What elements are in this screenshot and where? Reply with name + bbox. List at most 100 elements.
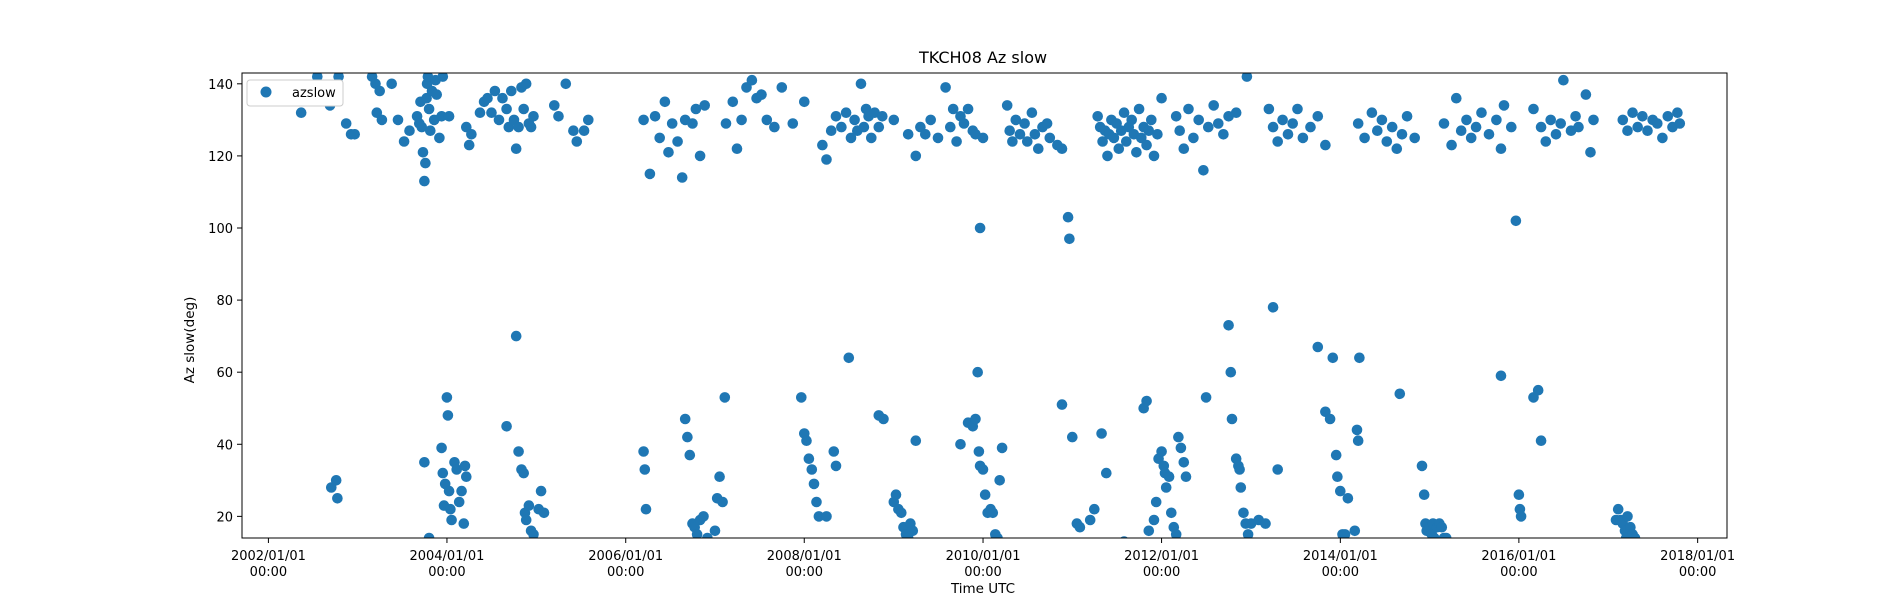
x-tick-label-time: 00:00 xyxy=(607,565,644,580)
data-point xyxy=(1096,428,1107,439)
data-point xyxy=(813,511,825,522)
data-point xyxy=(1440,532,1452,538)
data-point xyxy=(687,118,698,129)
data-point xyxy=(1203,121,1214,133)
data-point xyxy=(497,92,508,104)
data-point xyxy=(1143,525,1155,537)
data-point xyxy=(445,503,456,515)
data-point xyxy=(1391,143,1403,154)
data-point xyxy=(756,89,767,100)
data-point xyxy=(1014,129,1026,140)
data-point xyxy=(1156,446,1167,457)
y-tick-label: 100 xyxy=(208,222,233,237)
data-point xyxy=(535,485,547,497)
data-point xyxy=(1535,435,1547,447)
data-point xyxy=(699,100,710,111)
data-point xyxy=(1108,132,1120,144)
data-point xyxy=(528,111,539,122)
data-point xyxy=(1376,114,1388,126)
data-point xyxy=(486,107,497,118)
data-point xyxy=(437,73,449,82)
data-point xyxy=(1349,525,1361,537)
data-point xyxy=(845,132,857,144)
data-point xyxy=(506,85,517,97)
data-point xyxy=(1242,529,1254,538)
data-point xyxy=(520,78,532,90)
data-point xyxy=(1327,352,1339,364)
axes xyxy=(241,72,1728,539)
data-point xyxy=(821,154,832,165)
data-point xyxy=(1193,114,1204,126)
data-point xyxy=(1121,136,1132,147)
data-point xyxy=(340,118,352,129)
data-point xyxy=(459,460,471,472)
data-point xyxy=(1381,136,1393,147)
data-point xyxy=(330,475,342,486)
data-point xyxy=(799,96,810,108)
data-point xyxy=(803,453,815,465)
data-point xyxy=(1277,114,1288,126)
data-point xyxy=(679,413,691,425)
data-point xyxy=(1118,107,1130,118)
data-point xyxy=(638,446,649,457)
data-point xyxy=(825,125,837,136)
data-point xyxy=(1483,129,1495,140)
data-point xyxy=(746,74,758,86)
data-point xyxy=(1148,514,1160,526)
data-point xyxy=(1044,132,1056,144)
data-point xyxy=(423,532,435,538)
data-point xyxy=(843,352,855,364)
data-point xyxy=(1342,493,1354,504)
x-tick-label-time: 00:00 xyxy=(1679,565,1716,580)
data-point xyxy=(1160,482,1172,493)
data-point xyxy=(1352,435,1364,447)
data-point xyxy=(945,121,956,133)
data-point xyxy=(1588,114,1599,126)
data-point xyxy=(510,330,522,342)
data-point xyxy=(1535,121,1547,133)
data-point xyxy=(1312,341,1324,353)
x-tick-label-date: 2014/01/01 xyxy=(1303,549,1378,564)
axes-frame xyxy=(241,72,1728,539)
data-point xyxy=(1506,121,1517,133)
data-point xyxy=(741,82,752,93)
data-point xyxy=(873,121,885,133)
data-point xyxy=(955,439,966,450)
data-point xyxy=(466,129,477,140)
data-point xyxy=(501,103,512,115)
data-point xyxy=(1163,471,1175,483)
data-point xyxy=(1622,511,1633,522)
data-point xyxy=(419,457,430,468)
data-point xyxy=(1089,503,1100,515)
data-point xyxy=(436,442,447,454)
data-point xyxy=(451,464,463,475)
data-point xyxy=(1033,143,1044,154)
x-tick-label-date: 2008/01/01 xyxy=(767,549,842,564)
data-point xyxy=(1226,413,1238,425)
data-point xyxy=(920,129,931,140)
data-point xyxy=(420,157,431,169)
data-point xyxy=(1573,121,1584,133)
data-point xyxy=(1438,118,1450,129)
data-point xyxy=(349,129,361,140)
data-point xyxy=(1267,302,1279,313)
x-tick-label-time: 00:00 xyxy=(1143,565,1180,580)
data-point xyxy=(1272,136,1283,147)
data-point xyxy=(714,471,725,483)
data-point xyxy=(1312,111,1324,122)
data-point xyxy=(1188,132,1199,144)
data-point xyxy=(1170,111,1182,122)
data-point xyxy=(474,107,486,118)
data-point xyxy=(453,496,465,508)
x-tick-label-date: 2002/01/01 xyxy=(231,549,306,564)
data-point xyxy=(1156,92,1167,104)
data-point xyxy=(940,82,951,93)
data-point xyxy=(1320,139,1331,151)
data-point xyxy=(640,503,652,515)
data-point xyxy=(1366,107,1378,118)
data-point xyxy=(1672,107,1683,118)
plot-area xyxy=(242,73,1727,538)
data-point xyxy=(1629,532,1641,538)
data-point xyxy=(1637,111,1648,122)
x-axis-label: Time UTC xyxy=(950,581,1015,597)
